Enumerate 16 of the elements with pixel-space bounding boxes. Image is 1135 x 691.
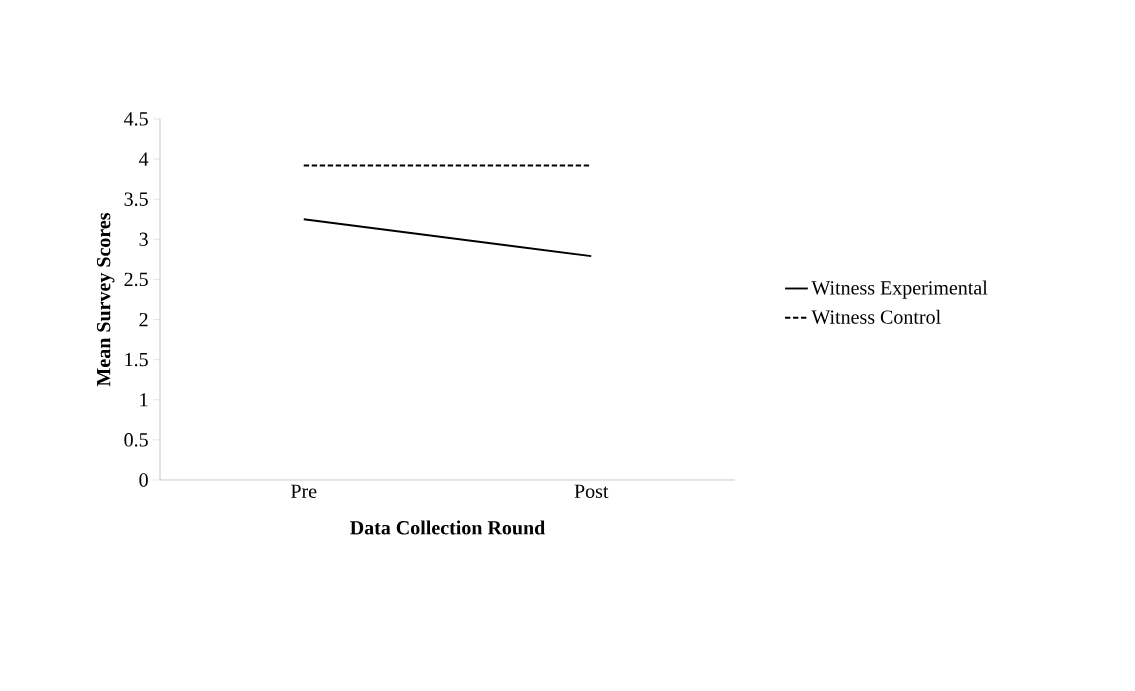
y-tick-label: 3.5	[124, 192, 148, 206]
y-axis-title: Mean Survey Scores	[96, 212, 115, 387]
x-tick-label: Post	[574, 484, 609, 498]
y-tick-label: 4.5	[124, 112, 148, 126]
y-tick-label: 2.5	[124, 272, 148, 287]
x-axis-title: Data Collection Round	[350, 520, 546, 535]
x-tick-label: Pre	[291, 484, 317, 498]
y-tick-label: 1.5	[125, 352, 148, 367]
legend-label: Witness Experimental	[811, 280, 988, 299]
y-tick-label: 2	[139, 312, 148, 327]
y-tick-label: 1	[140, 393, 148, 407]
legend-label: Witness Control	[811, 309, 941, 324]
y-tick-label: 0	[139, 473, 148, 487]
y-tick-label: 0.5	[124, 433, 148, 447]
y-tick-label: 3	[139, 232, 148, 247]
y-tick-label: 4	[139, 152, 149, 166]
